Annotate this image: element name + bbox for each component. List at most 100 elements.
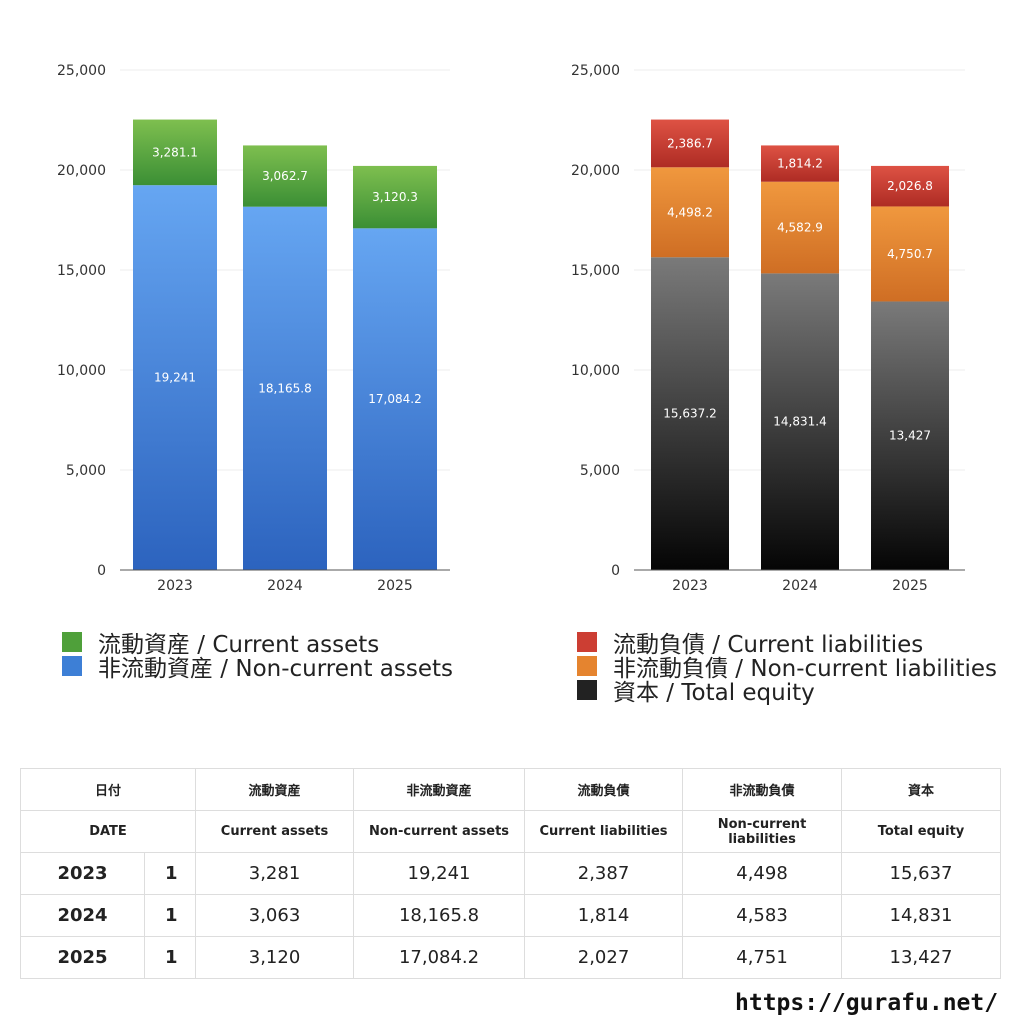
data-label: 3,120.3	[372, 190, 418, 204]
header-cell: Non-current liabilities	[682, 810, 843, 853]
header-date-jp: 日付	[19, 768, 197, 811]
data-label: 1,814.2	[777, 157, 823, 171]
bar-segment	[761, 181, 839, 274]
table-cell: 1,814	[524, 894, 684, 937]
table-cell: 3,281	[195, 852, 355, 895]
table-cell: 13,427	[841, 936, 1002, 979]
table-row: 2024 1 3,063 18,165.8 1,814 4,583 14,831	[20, 894, 1002, 937]
data-label: 4,498.2	[667, 205, 713, 219]
x-tick-label: 2023	[157, 578, 193, 594]
bar-segment	[651, 167, 729, 258]
x-tick-label: 2025	[892, 578, 928, 594]
legend-item-current-liabilities: 流動負債 / Current liabilities	[577, 630, 997, 658]
header-cell: Total equity	[841, 810, 1002, 853]
table-header-en: DATE Current assets Non-current assets C…	[19, 810, 1002, 853]
row-year: 2025	[20, 936, 145, 979]
legend-swatch	[577, 656, 597, 676]
x-tick-label: 2023	[672, 578, 708, 594]
table-cell: 19,241	[353, 852, 526, 895]
bar-segment	[871, 165, 949, 207]
table-header-jp: 日付 流動資産 非流動資産 流動負債 非流動負債 資本	[19, 768, 1002, 811]
row-year: 2023	[20, 852, 145, 895]
y-tick-label: 15,000	[571, 263, 620, 279]
data-label: 18,165.8	[258, 381, 311, 395]
header-cell: 非流動負債	[682, 768, 843, 811]
x-tick-label: 2025	[377, 578, 413, 594]
row-count: 1	[143, 852, 197, 895]
row-count: 1	[143, 894, 197, 937]
assets-legend: 流動資産 / Current assets 非流動資産 / Non-curren…	[62, 630, 453, 682]
table-cell: 14,831	[841, 894, 1002, 937]
bar-segment	[871, 206, 949, 302]
table-cell: 3,120	[195, 936, 355, 979]
y-tick-label: 15,000	[57, 263, 106, 279]
bar-segment	[243, 145, 327, 207]
table-row: 2023 1 3,281 19,241 2,387 4,498 15,637	[20, 852, 1002, 895]
table-cell: 15,637	[841, 852, 1002, 895]
legend-label: 非流動資産 / Non-current assets	[98, 656, 454, 682]
bar-segment	[761, 273, 839, 570]
data-label: 13,427	[889, 429, 931, 443]
header-cell: 流動資産	[195, 768, 355, 811]
table-cell: 3,063	[195, 894, 355, 937]
legend-swatch	[577, 632, 597, 652]
header-cell: Current liabilities	[524, 810, 684, 853]
header-date-en: DATE	[19, 810, 197, 853]
legend-swatch	[62, 632, 82, 652]
y-tick-label: 0	[97, 563, 106, 579]
bar-segment	[353, 228, 437, 571]
bar-segment	[353, 165, 437, 229]
row-year: 2024	[20, 894, 145, 937]
legend-label: 流動負債 / Current liabilities	[613, 632, 924, 658]
x-tick-label: 2024	[267, 578, 303, 594]
y-tick-label: 0	[611, 563, 620, 579]
legend-item-non-current-liabilities: 非流動負債 / Non-current liabilities	[577, 654, 997, 682]
y-tick-label: 10,000	[571, 363, 620, 379]
table-cell: 2,027	[524, 936, 684, 979]
data-table: 日付 流動資産 非流動資産 流動負債 非流動負債 資本 DATE Current…	[19, 768, 1002, 979]
table-cell: 2,387	[524, 852, 684, 895]
data-label: 17,084.2	[368, 392, 421, 406]
header-cell: 非流動資産	[353, 768, 526, 811]
bar-segment	[243, 206, 327, 570]
bar-segment	[651, 257, 729, 570]
table-cell: 4,583	[682, 894, 843, 937]
data-label: 14,831.4	[773, 415, 826, 429]
bar-segment	[871, 301, 949, 570]
y-tick-label: 20,000	[571, 163, 620, 179]
header-cell: Non-current assets	[353, 810, 526, 853]
data-label: 3,062.7	[262, 169, 308, 183]
liabilities-legend: 流動負債 / Current liabilities 非流動負債 / Non-c…	[577, 630, 997, 706]
legend-item-current-assets: 流動資産 / Current assets	[62, 630, 453, 658]
row-count: 1	[143, 936, 197, 979]
legend-label: 流動資産 / Current assets	[98, 632, 380, 658]
data-label: 2,386.7	[667, 136, 713, 150]
data-label: 2,026.8	[887, 179, 933, 193]
table-row: 2025 1 3,120 17,084.2 2,027 4,751 13,427	[20, 936, 1002, 979]
header-cell: 資本	[841, 768, 1002, 811]
assets-chart: 0 5,000 10,000 15,000 20,000 25,000 19,241 3,28…	[57, 63, 450, 594]
header-cell: 流動負債	[524, 768, 684, 811]
data-label: 4,750.7	[887, 247, 933, 261]
y-tick-label: 25,000	[571, 63, 620, 79]
site-url[interactable]: https://gurafu.net/	[735, 990, 999, 1016]
y-tick-label: 25,000	[57, 63, 106, 79]
data-label: 15,637.2	[663, 407, 716, 421]
table-cell: 17,084.2	[353, 936, 526, 979]
legend-swatch	[577, 680, 597, 700]
table-cell: 4,498	[682, 852, 843, 895]
header-cell: Current assets	[195, 810, 355, 853]
legend-item-non-current-assets: 非流動資産 / Non-current assets	[62, 654, 453, 682]
data-label: 19,241	[154, 371, 196, 385]
y-tick-label: 5,000	[580, 463, 620, 479]
table-cell: 4,751	[682, 936, 843, 979]
bar-segment	[133, 185, 217, 570]
table-cell: 18,165.8	[353, 894, 526, 937]
x-tick-label: 2024	[782, 578, 818, 594]
bar-segment	[133, 119, 217, 186]
bar-segment	[651, 119, 729, 168]
bar-segment	[761, 145, 839, 182]
y-tick-label: 20,000	[57, 163, 106, 179]
legend-label: 非流動負債 / Non-current liabilities	[613, 656, 997, 682]
data-label: 4,582.9	[777, 221, 823, 235]
